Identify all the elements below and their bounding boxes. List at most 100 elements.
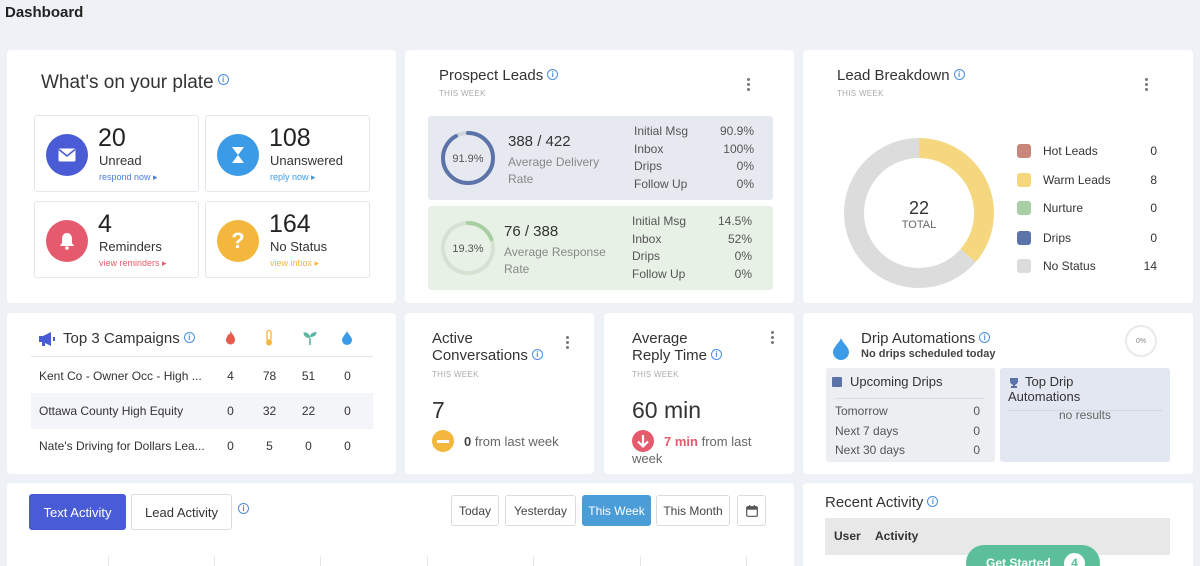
drip-percent-ring: 0% xyxy=(1125,325,1157,357)
campaigns-card: Top 3 Campaigns i Kent Co - Owner Occ - H… xyxy=(7,313,396,474)
get-started-button[interactable]: Get Started 4 xyxy=(966,545,1100,566)
plate-title: What's on your plate i xyxy=(41,72,229,94)
table-row[interactable]: Ottawa County High Equity 0 32 22 0 xyxy=(31,393,373,429)
table-row[interactable]: Nate's Driving for Dollars Lea... 0 5 0 … xyxy=(31,428,373,464)
activity-card: Text Activity Lead Activity i Today Yest… xyxy=(7,483,794,566)
delivery-percent: 91.9% xyxy=(452,153,483,165)
delivery-label: Average Delivery Rate xyxy=(508,155,600,186)
plate-card: What's on your plate i 20 Unread respond … xyxy=(7,50,396,303)
delivery-breakdown: Initial Msg 90.9% Inbox 100% Drips 0% Follo… xyxy=(634,124,754,194)
list-item: Follow Up 0% xyxy=(632,266,752,281)
response-percent: 19.3% xyxy=(452,243,483,255)
response-breakdown: Initial Msg 14.5% Inbox 52% Drips 0% Follow… xyxy=(632,214,752,284)
more-menu-icon[interactable] xyxy=(745,78,751,93)
reminders-tile[interactable]: 4 Reminders view reminders ▸ xyxy=(34,201,199,278)
info-icon[interactable]: i xyxy=(927,496,939,507)
info-icon[interactable]: i xyxy=(711,349,723,360)
drip-automations-title: Drip Automations i xyxy=(861,330,991,347)
view-reminders-link[interactable]: view reminders ▸ xyxy=(99,258,167,268)
respond-now-link[interactable]: respond now ▸ xyxy=(99,172,158,182)
campaign-name: Kent Co - Owner Occ - High ... xyxy=(39,369,202,383)
no-status-label: No Status xyxy=(270,239,328,254)
legend-value: 0 xyxy=(1150,144,1157,158)
column-header-user: User xyxy=(834,529,861,543)
range-this-month-button[interactable]: This Month xyxy=(656,495,730,526)
no-status-tile[interactable]: ? 164 No Status view inbox ▸ xyxy=(205,201,370,278)
list-item: Initial Msg 90.9% xyxy=(634,124,754,138)
reminders-label: Reminders xyxy=(99,239,162,254)
more-menu-icon[interactable] xyxy=(564,336,570,351)
legend-swatch xyxy=(1017,173,1031,187)
list-item: Next 30 days 0 xyxy=(835,443,980,457)
info-icon[interactable]: i xyxy=(217,74,229,85)
view-inbox-link[interactable]: view inbox ▸ xyxy=(270,258,320,268)
list-item: Drips 0% xyxy=(634,159,754,173)
tab-lead-activity[interactable]: Lead Activity xyxy=(131,494,232,530)
legend-value: 14 xyxy=(1143,259,1157,273)
lead-breakdown-title: Lead Breakdown i xyxy=(837,67,965,84)
top-drips-panel: Top Drip Automations no results xyxy=(1000,368,1170,462)
megaphone-icon xyxy=(38,331,56,352)
flame-icon xyxy=(225,331,236,348)
legend-swatch xyxy=(1017,259,1031,273)
hot-count: 4 xyxy=(227,369,234,383)
thermometer-icon xyxy=(264,329,274,351)
tab-text-activity[interactable]: Text Activity xyxy=(29,494,126,530)
info-icon[interactable]: i xyxy=(547,69,559,80)
calendar-icon xyxy=(832,377,842,387)
top-drips-title: Top Drip Automations xyxy=(1008,374,1081,404)
unanswered-count: 108 xyxy=(269,124,311,152)
range-this-week-button[interactable]: This Week xyxy=(582,495,651,526)
legend-value: 0 xyxy=(1150,231,1157,245)
info-icon[interactable]: i xyxy=(238,503,249,514)
unread-count: 20 xyxy=(98,124,126,152)
arrow-down-icon xyxy=(632,430,654,452)
reply-now-link[interactable]: reply now ▸ xyxy=(270,172,316,182)
divider xyxy=(835,398,985,399)
more-menu-icon[interactable] xyxy=(769,331,775,346)
campaign-name: Nate's Driving for Dollars Lea... xyxy=(39,439,205,453)
drip-count: 0 xyxy=(344,369,351,383)
delivery-ring: 91.9% xyxy=(441,131,495,185)
list-item: Follow Up 0% xyxy=(634,176,754,191)
response-ring: 19.3% xyxy=(441,221,495,275)
calendar-button[interactable] xyxy=(737,495,766,526)
active-delta: 0 from last week xyxy=(464,434,559,449)
nurture-count: 51 xyxy=(301,369,316,383)
legend-swatch xyxy=(1017,144,1031,158)
unanswered-label: Unanswered xyxy=(270,153,343,168)
upcoming-drips-title: Upcoming Drips xyxy=(850,374,943,389)
reply-delta: 7 min from last xyxy=(664,434,752,449)
lead-breakdown-subtitle: THIS WEEK xyxy=(837,89,884,98)
envelope-icon xyxy=(46,134,88,176)
reply-time-card: Average Reply Time i THIS WEEK 60 min 7 m… xyxy=(604,313,794,474)
legend-label: Hot Leads xyxy=(1043,144,1098,158)
active-conversations-value: 7 xyxy=(432,397,445,423)
drip-automations-card: Drip Automations i No drips scheduled tod… xyxy=(803,313,1193,474)
legend-item: No Status 14 xyxy=(1017,256,1157,276)
question-icon: ? xyxy=(217,220,259,262)
response-ratio: 76 / 388 xyxy=(504,223,559,240)
bell-icon xyxy=(46,220,88,262)
trophy-icon xyxy=(1008,376,1020,394)
info-icon[interactable]: i xyxy=(953,69,965,80)
prospect-leads-card: Prospect Leads i THIS WEEK 91.9% 388 / 42… xyxy=(405,50,794,303)
info-icon[interactable]: i xyxy=(531,349,543,360)
info-icon[interactable]: i xyxy=(183,332,195,343)
reply-time-title: Average Reply Time i xyxy=(632,330,723,364)
list-item: Initial Msg 14.5% xyxy=(632,214,752,228)
upcoming-drips-panel: Upcoming Drips Tomorrow 0 Next 7 days 0 Ne… xyxy=(826,368,995,462)
legend-item: Warm Leads 8 xyxy=(1017,170,1157,190)
warm-count: 5 xyxy=(266,439,273,453)
unanswered-tile[interactable]: 108 Unanswered reply now ▸ xyxy=(205,115,370,192)
more-menu-icon[interactable] xyxy=(1143,78,1149,93)
table-row[interactable]: Kent Co - Owner Occ - High ... 4 78 51 0 xyxy=(31,358,373,394)
list-item: Next 7 days 0 xyxy=(835,424,980,438)
droplet-icon xyxy=(833,338,849,365)
list-item: Tomorrow 0 xyxy=(835,404,980,418)
range-yesterday-button[interactable]: Yesterday xyxy=(505,495,576,526)
legend-label: Warm Leads xyxy=(1043,173,1111,187)
unread-tile[interactable]: 20 Unread respond now ▸ xyxy=(34,115,199,192)
range-today-button[interactable]: Today xyxy=(451,495,499,526)
info-icon[interactable]: i xyxy=(979,332,991,343)
